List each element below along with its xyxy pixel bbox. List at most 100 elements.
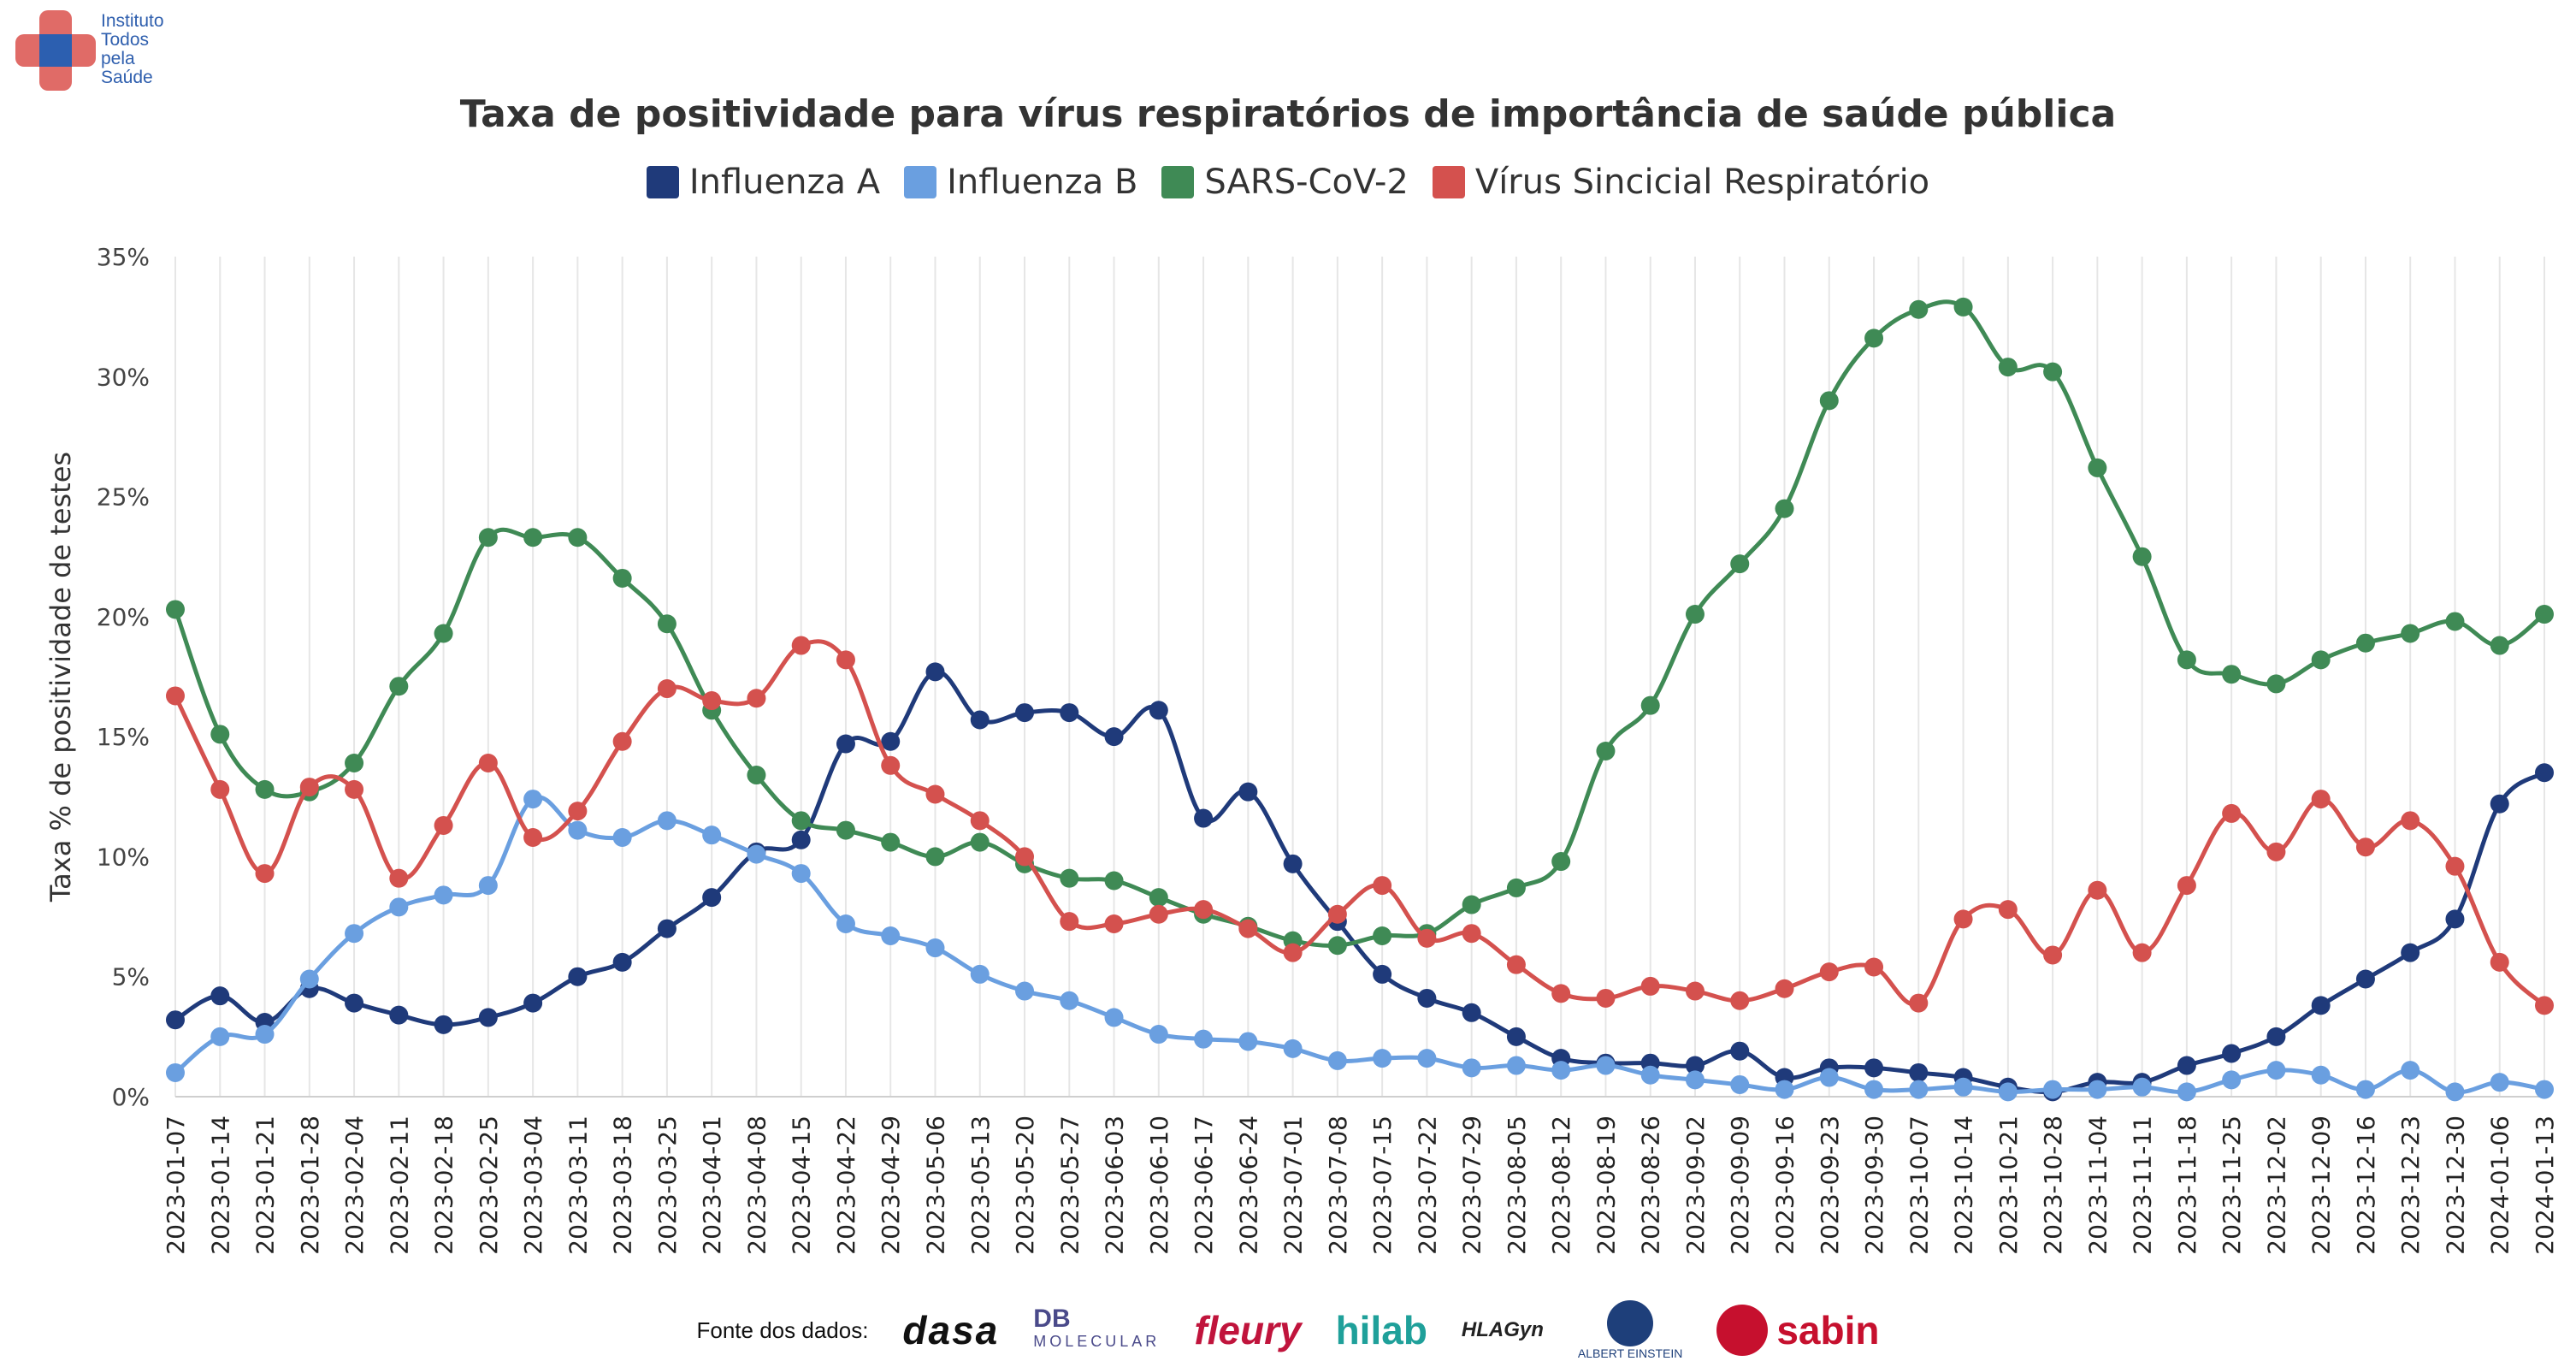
data-point — [836, 650, 855, 670]
x-tick-label: 2023-12-16 — [2352, 1115, 2380, 1255]
data-point — [2535, 763, 2554, 783]
data-point — [1060, 912, 1079, 932]
data-point — [970, 710, 990, 730]
data-point — [1998, 358, 2018, 377]
data-point — [836, 914, 855, 933]
data-point — [2177, 1056, 2196, 1075]
data-point — [1417, 988, 1437, 1008]
data-point — [2043, 945, 2063, 965]
data-point — [2311, 996, 2331, 1015]
data-point — [702, 826, 722, 845]
data-point — [1506, 1056, 1526, 1075]
legend-item-vsr[interactable]: Vírus Sincicial Respiratório — [1432, 163, 1930, 202]
data-point — [1909, 299, 1929, 319]
data-point — [1819, 962, 1839, 982]
data-point — [2445, 1082, 2465, 1102]
db-molecular-logo: DB MOLECULAR — [1033, 1306, 1160, 1352]
data-point — [1864, 1080, 1884, 1099]
data-point — [747, 689, 766, 708]
data-point — [478, 528, 498, 547]
logo-line: pela — [101, 49, 135, 68]
data-point — [2311, 1065, 2331, 1085]
x-tick-label: 2023-06-10 — [1145, 1115, 1173, 1255]
data-point — [434, 815, 453, 835]
x-tick-label: 2023-04-01 — [698, 1115, 726, 1255]
data-point — [2311, 650, 2331, 670]
x-tick-label: 2023-03-18 — [609, 1115, 637, 1255]
x-tick-label: 2023-04-29 — [877, 1115, 905, 1255]
x-tick-label: 2023-11-18 — [2173, 1115, 2201, 1255]
data-point — [1373, 926, 1392, 946]
data-point — [2401, 943, 2420, 962]
data-point — [657, 811, 676, 831]
data-point — [2088, 1080, 2107, 1099]
data-point — [1149, 1025, 1168, 1044]
legend-swatch — [904, 166, 937, 198]
data-point — [1283, 854, 1303, 873]
x-tick-label: 2023-09-30 — [1860, 1115, 1888, 1255]
data-point — [2490, 794, 2509, 814]
logo: Instituto Todos pela Saúde — [15, 10, 186, 96]
data-point — [523, 528, 543, 547]
data-point — [1327, 1050, 1347, 1070]
data-point — [1194, 1029, 1214, 1049]
x-tick-label: 2023-01-21 — [251, 1115, 280, 1255]
data-point — [1060, 703, 1079, 723]
data-point — [836, 734, 855, 754]
legend-item-influenza-b[interactable]: Influenza B — [904, 163, 1137, 202]
data-point — [1149, 904, 1168, 924]
data-point — [2088, 458, 2107, 477]
x-tick-label: 2023-12-30 — [2441, 1115, 2469, 1255]
data-point — [1462, 924, 1481, 944]
x-tick-label: 2023-11-11 — [2129, 1115, 2157, 1255]
x-tick-label: 2023-05-13 — [966, 1115, 995, 1255]
x-tick-label: 2023-11-04 — [2083, 1115, 2112, 1255]
data-point — [1953, 909, 1973, 929]
data-point — [210, 1027, 230, 1046]
x-tick-label: 2023-10-21 — [1994, 1115, 2023, 1255]
data-point — [345, 754, 364, 773]
data-point — [523, 993, 543, 1013]
data-point — [1730, 991, 1750, 1010]
data-point — [1775, 1080, 1794, 1099]
data-point — [434, 1015, 453, 1034]
cross-logo-icon — [15, 10, 96, 91]
data-point — [2445, 909, 2465, 929]
data-point — [2355, 1080, 2375, 1099]
x-tick-label: 2023-07-15 — [1368, 1115, 1397, 1255]
x-tick-label: 2023-09-23 — [1816, 1115, 1844, 1255]
x-tick-label: 2023-06-03 — [1101, 1115, 1129, 1255]
data-point — [255, 864, 275, 884]
data-point — [612, 568, 632, 588]
data-point — [1551, 984, 1571, 1003]
data-point — [2445, 856, 2465, 876]
x-tick-label: 2023-08-19 — [1592, 1115, 1620, 1255]
line-chart: 0% 5% 10% 15% 20% 25% 30% 35% Taxa % de positivi… — [44, 243, 2559, 1255]
data-point — [1149, 888, 1168, 908]
legend-swatch — [1161, 166, 1195, 198]
data-point — [1506, 955, 1526, 974]
legend-label: Vírus Sincicial Respiratório — [1474, 163, 1930, 202]
x-tick-label: 2023-06-24 — [1234, 1115, 1262, 1255]
legend-swatch — [646, 166, 679, 198]
data-point — [1998, 1082, 2018, 1102]
data-point — [1819, 1068, 1839, 1087]
legend-item-sars-cov-2[interactable]: SARS-CoV-2 — [1161, 163, 1409, 202]
data-point — [2222, 665, 2242, 684]
x-tick-label: 2023-03-25 — [653, 1115, 682, 1255]
data-point — [1730, 1074, 1750, 1094]
data-point — [345, 993, 364, 1013]
data-point — [2355, 837, 2375, 857]
legend-item-influenza-a[interactable]: Influenza A — [646, 163, 880, 202]
data-point — [1551, 1061, 1571, 1080]
data-point — [2266, 1027, 2286, 1046]
data-sources: Fonte dos dados: dasa DB MOLECULAR fleur… — [0, 1300, 2576, 1360]
data-point — [925, 847, 945, 867]
data-point — [1506, 878, 1526, 897]
data-point — [478, 1008, 498, 1027]
data-point — [747, 844, 766, 864]
y-tick-label: 10% — [97, 843, 150, 871]
data-point — [1238, 919, 1258, 938]
y-tick-label: 30% — [97, 363, 150, 391]
data-point — [1685, 605, 1705, 624]
